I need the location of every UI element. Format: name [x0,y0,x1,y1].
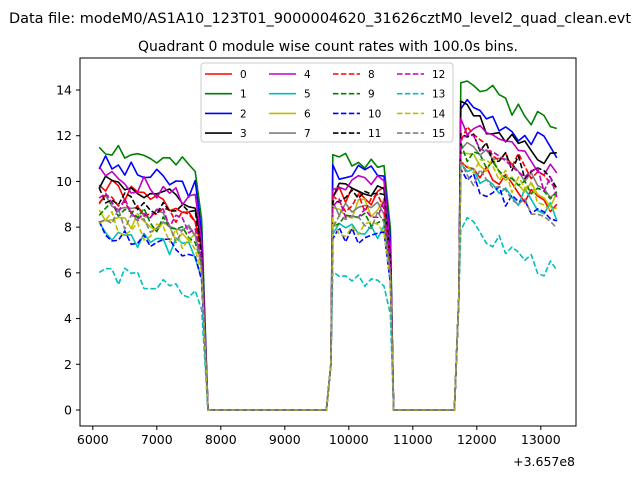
plot-area-frame [79,57,577,427]
legend-label-9: 9 [368,89,375,101]
y-tick-label: 12 [56,128,72,143]
suptitle: Data file: modeM0/AS1A10_123T01_90000046… [9,11,631,27]
x-tick-label: 9000 [269,432,301,447]
series-line-13 [98,216,558,411]
series-line-0 [98,160,558,411]
legend-label-8: 8 [368,69,375,81]
legend-label-12: 12 [432,69,445,81]
y-tick-label: 8 [64,220,72,235]
x-tick-label: 6000 [77,432,109,447]
legend-box [200,62,454,143]
series-line-4 [98,117,558,411]
legend-label-5: 5 [304,89,311,101]
legend-label-10: 10 [368,108,381,120]
x-axis: 6000 7000 8000 9000 10000 11000 12000 13000 [77,426,561,447]
legend-label-15: 15 [432,128,445,140]
x-tick-label: 12000 [457,432,497,447]
series-line-14 [98,159,558,411]
series-line-3 [98,100,557,411]
legend-label-0: 0 [240,69,247,81]
series-line-2 [98,98,558,411]
x-tick-label: 11000 [393,432,433,447]
plot-series [98,80,558,411]
series-line-6 [98,152,558,411]
y-tick-label: 10 [56,174,72,189]
x-tick-label: 7000 [141,432,173,447]
series-line-10 [98,168,558,411]
x-tick-label: 10000 [329,432,369,447]
y-tick-label: 6 [64,265,72,280]
series-line-11 [98,133,558,411]
y-tick-label: 2 [64,357,72,372]
series-line-15 [98,160,558,411]
x-tick-label: 13000 [521,432,561,447]
y-tick-label: 14 [56,83,72,98]
legend-label-14: 14 [432,108,446,120]
series-line-1 [98,80,558,411]
legend-label-1: 1 [240,89,247,101]
legend-label-6: 6 [304,108,311,120]
x-offset-label: +3.657e8 [513,454,575,469]
series-line-12 [98,134,558,411]
x-tick-label: 8000 [205,432,237,447]
series-line-5 [98,162,558,411]
y-tick-label: 4 [64,311,72,326]
y-axis: 0 2 4 6 8 10 12 14 [56,83,80,418]
chart-title: Quadrant 0 module wise count rates with … [138,39,518,55]
legend-label-4: 4 [304,69,311,81]
legend-label-2: 2 [240,108,247,120]
legend-label-11: 11 [368,128,381,140]
y-tick-label: 0 [64,403,72,418]
legend-label-3: 3 [240,128,247,140]
legend-label-13: 13 [432,89,445,101]
legend-label-7: 7 [304,128,311,140]
